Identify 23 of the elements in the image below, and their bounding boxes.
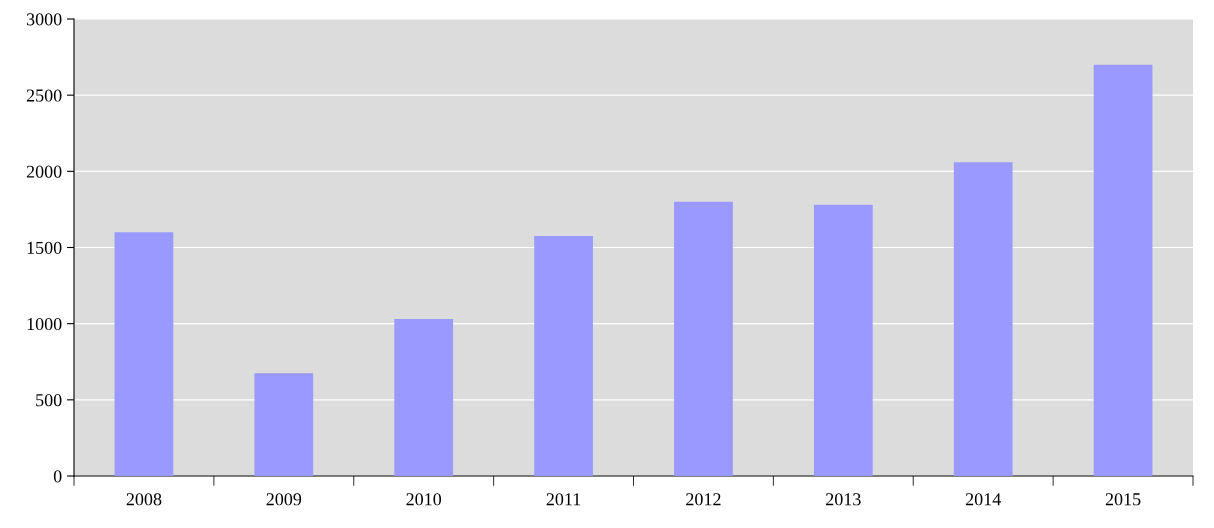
- y-tick-label: 3000: [26, 13, 62, 26]
- bar: [953, 162, 1013, 476]
- bar: [394, 319, 454, 476]
- x-tick-label: 2011: [546, 493, 581, 506]
- y-tick-label: 2500: [26, 89, 62, 102]
- x-tick-label: 2009: [266, 493, 302, 506]
- bar: [254, 373, 314, 476]
- y-tick-label: 1000: [27, 317, 62, 331]
- x-tick-label: 2014: [965, 493, 1001, 506]
- x-tick-label: 2012: [686, 493, 721, 506]
- bar: [1093, 64, 1153, 476]
- bar: [674, 201, 733, 476]
- bar: [534, 236, 593, 476]
- x-tick-label: 2013: [826, 493, 861, 506]
- bar: [813, 204, 873, 476]
- x-tick-label: 2010: [406, 493, 442, 506]
- y-tick-label: 1500: [27, 241, 62, 254]
- x-tick-label: 2008: [126, 493, 162, 506]
- y-tick-label: 0: [53, 470, 62, 483]
- x-tick-label: 2015: [1105, 493, 1141, 506]
- bar: [114, 232, 174, 476]
- y-tick-label: 500: [36, 394, 62, 407]
- y-tick-label: 2000: [26, 165, 62, 178]
